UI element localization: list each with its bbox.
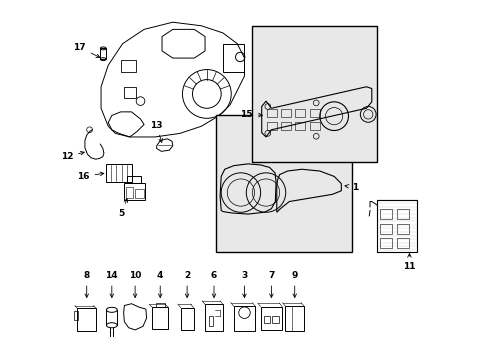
Text: 2: 2 <box>183 271 190 297</box>
Text: 7: 7 <box>267 271 274 297</box>
Text: 15: 15 <box>240 110 262 119</box>
Bar <box>180 308 193 330</box>
Bar <box>266 109 276 117</box>
Bar <box>121 60 136 72</box>
Text: 3: 3 <box>241 271 247 297</box>
Bar <box>396 210 408 220</box>
Bar <box>251 26 376 162</box>
Text: 17: 17 <box>73 43 100 58</box>
Bar <box>106 164 132 182</box>
Bar <box>260 307 282 330</box>
Bar <box>295 109 305 117</box>
Bar <box>281 109 290 117</box>
Bar <box>74 311 78 320</box>
Bar <box>281 122 290 130</box>
Text: 4: 4 <box>157 271 163 297</box>
Bar <box>295 122 305 130</box>
Text: 10: 10 <box>129 271 141 297</box>
Text: 11: 11 <box>403 254 415 271</box>
Bar <box>77 309 96 330</box>
Text: 9: 9 <box>291 271 297 297</box>
Bar <box>126 187 133 198</box>
Bar <box>135 189 143 198</box>
Bar <box>215 116 351 252</box>
Text: 1: 1 <box>345 183 358 192</box>
Bar <box>379 224 391 234</box>
Bar <box>309 109 319 117</box>
Text: 6: 6 <box>210 271 217 297</box>
Bar <box>233 306 255 330</box>
Bar <box>124 183 145 200</box>
Bar <box>124 87 136 98</box>
Bar <box>376 200 416 252</box>
Bar <box>204 305 223 331</box>
Bar <box>379 210 391 220</box>
Bar <box>156 303 164 307</box>
Text: 16: 16 <box>77 172 103 181</box>
Bar <box>285 306 304 330</box>
Bar <box>309 122 319 130</box>
Text: 5: 5 <box>119 199 127 218</box>
Bar <box>264 316 269 323</box>
Bar <box>126 176 141 183</box>
Bar <box>396 224 408 234</box>
Bar <box>266 122 276 130</box>
Bar <box>379 238 391 248</box>
Text: 8: 8 <box>83 271 90 297</box>
Bar <box>208 316 213 326</box>
Bar <box>152 307 168 329</box>
Text: 14: 14 <box>105 271 118 297</box>
Bar <box>396 238 408 248</box>
Text: 13: 13 <box>150 121 163 142</box>
Bar <box>100 48 106 59</box>
Bar <box>271 316 278 323</box>
Text: 12: 12 <box>61 152 84 161</box>
